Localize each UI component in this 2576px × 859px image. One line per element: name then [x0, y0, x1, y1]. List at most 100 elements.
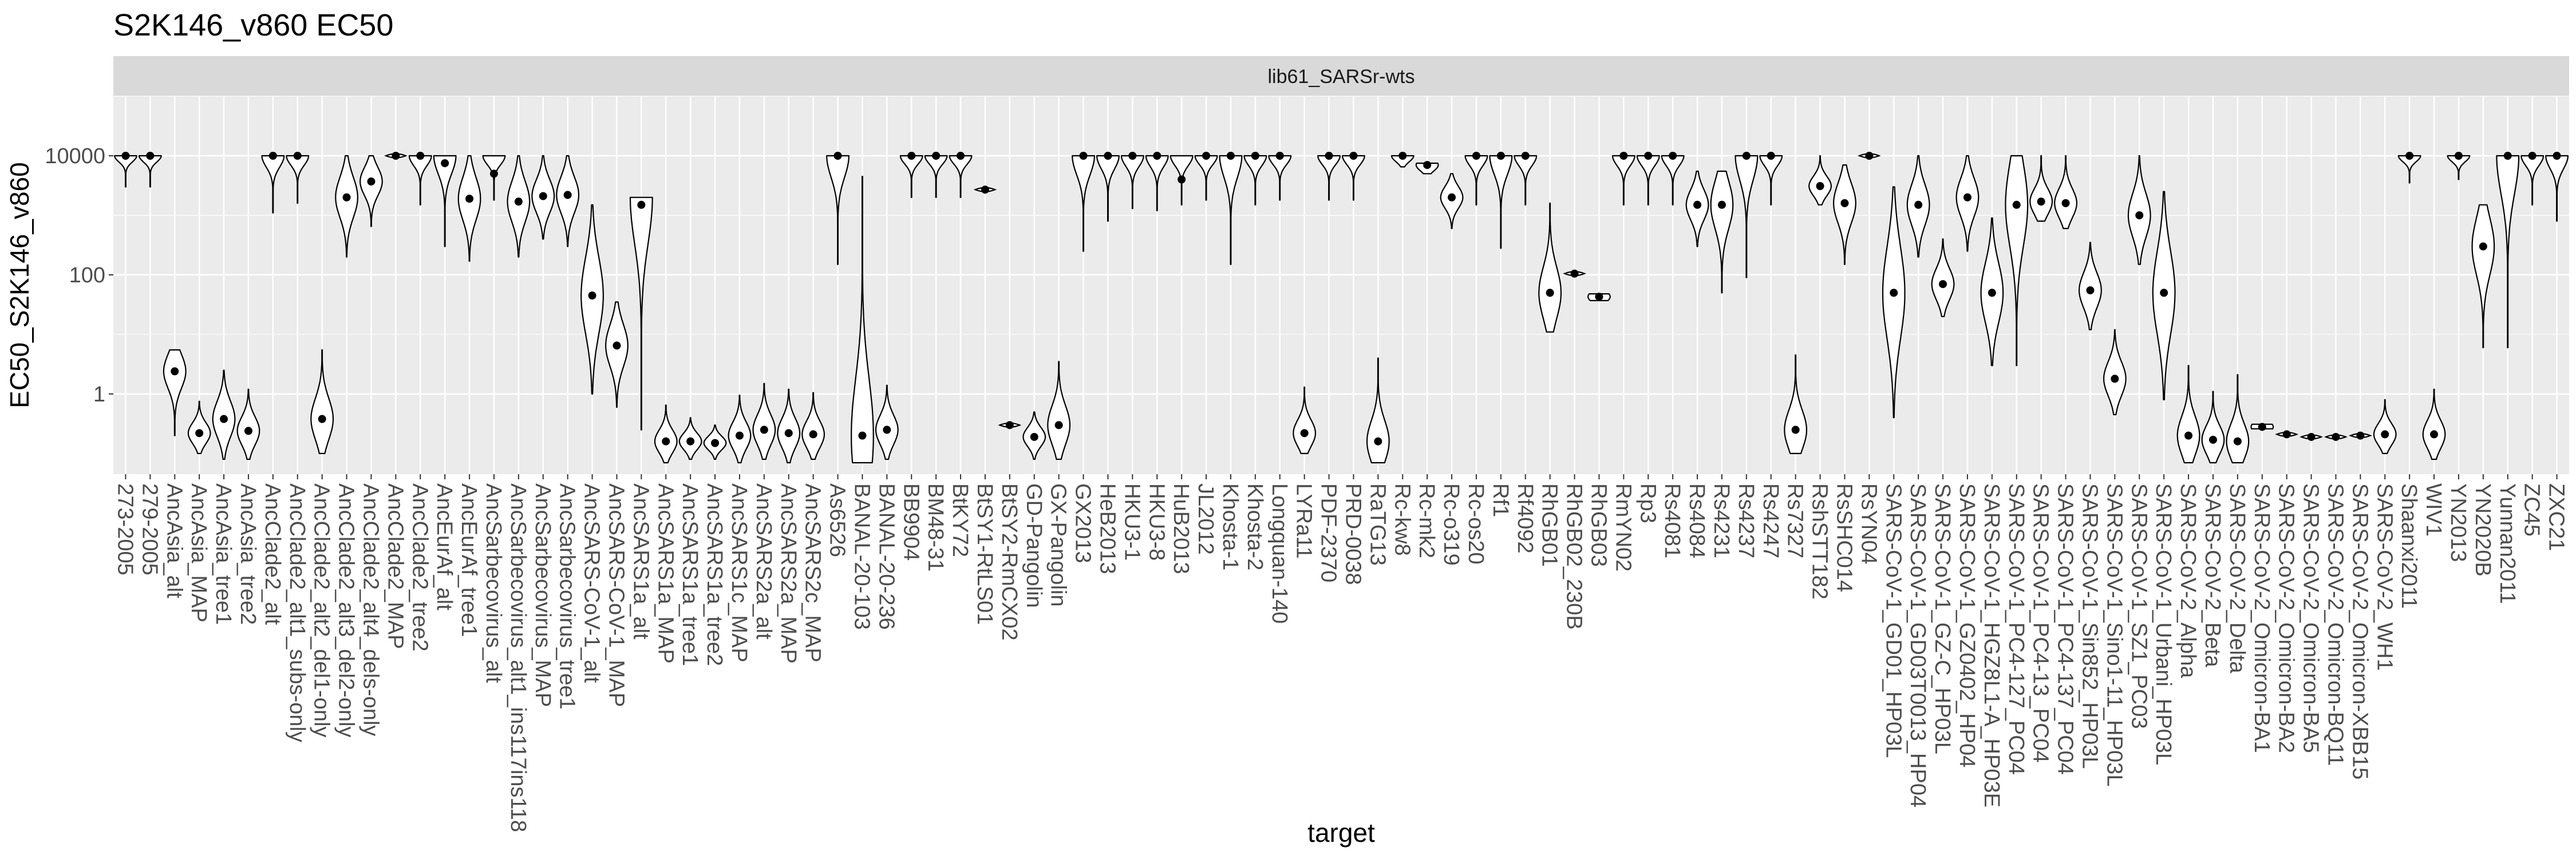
violin-body — [2079, 242, 2102, 330]
violin — [1882, 186, 1906, 419]
violin — [924, 151, 948, 198]
violin — [507, 155, 531, 258]
median-point — [489, 170, 498, 178]
median-point — [1374, 437, 1382, 446]
violin — [703, 424, 727, 460]
violin — [2324, 432, 2348, 441]
y-tick-label: 1 — [93, 383, 105, 407]
violin — [1906, 155, 1930, 258]
violin-body — [1268, 155, 1292, 201]
violin — [1514, 151, 1538, 206]
median-point — [711, 439, 720, 447]
violin-body — [1293, 387, 1316, 454]
median-point — [2528, 151, 2537, 160]
median-point — [318, 415, 326, 423]
violin-body — [801, 392, 825, 460]
median-point — [563, 191, 572, 199]
x-tick-label: 279-2005 — [137, 483, 161, 576]
x-tick-label: BtSY1-RtLS01 — [973, 483, 997, 625]
y-tick-label: 100 — [69, 263, 105, 287]
median-point — [2405, 151, 2414, 160]
violin-body — [777, 388, 801, 464]
median-point — [1717, 200, 1726, 209]
violin — [1636, 151, 1660, 206]
violins — [114, 151, 2569, 464]
violin-body — [2422, 388, 2446, 460]
x-tick-label: AncSarbecovirus_alt1_ins117ins118 — [506, 483, 530, 832]
violin-body — [212, 369, 236, 460]
x-tick-label: PDF-2370 — [1317, 483, 1341, 582]
violin-body — [1882, 186, 1906, 419]
violin-body — [408, 155, 432, 206]
plot-panel — [113, 96, 2569, 474]
violin — [1611, 151, 1635, 206]
median-point — [2307, 432, 2316, 441]
y-axis-title: EC50_S2K146_v860 — [5, 162, 34, 408]
facet-strip-label: lib61_SARSr-wts — [1268, 66, 1415, 88]
median-point — [1570, 269, 1579, 278]
violin-body — [1120, 155, 1144, 210]
median-point — [2233, 437, 2242, 446]
violin — [2471, 204, 2495, 349]
x-tick-label: SARS-CoV-1_Sin852_HP03L — [2077, 483, 2101, 769]
violin — [2201, 391, 2225, 464]
violin — [457, 155, 481, 262]
median-point — [1128, 151, 1137, 160]
violin-body — [1342, 155, 1365, 201]
violin-body — [556, 155, 580, 247]
violin-body — [114, 155, 137, 188]
violin-body — [2029, 155, 2053, 222]
median-point — [2012, 200, 2021, 209]
violin — [2152, 191, 2176, 401]
median-point — [195, 429, 204, 438]
violin-body — [457, 155, 481, 262]
x-tick-label: Rs4081 — [1660, 483, 1684, 558]
median-point — [2553, 151, 2561, 160]
x-tick-label: HKU3-1 — [1120, 483, 1144, 561]
violin — [1784, 354, 1807, 454]
violin — [433, 155, 457, 247]
violin-body — [1096, 155, 1120, 222]
x-tick-label: Rf4092 — [1513, 483, 1537, 554]
violin — [236, 388, 260, 460]
x-tick-label: SARS-CoV-1_GZ-C_HP03L — [1930, 483, 1954, 754]
violin-body — [1194, 155, 1218, 201]
violin — [1170, 155, 1194, 206]
median-point — [1054, 421, 1063, 430]
x-tick-label: Rs4247 — [1759, 483, 1783, 558]
x-tick-label: RshSTT182 — [1808, 483, 1832, 600]
median-point — [907, 151, 916, 160]
violin — [1440, 173, 1464, 230]
violin-body — [1931, 238, 1955, 317]
violin — [1587, 293, 1611, 301]
violin — [1072, 151, 1095, 252]
violin-body — [163, 349, 187, 436]
x-tick-label: SARS-CoV-1_Sino1-11_HP03L — [2102, 483, 2126, 787]
median-point — [1153, 151, 1161, 160]
median-point — [220, 415, 228, 423]
x-tick-label: Rf1 — [1488, 483, 1512, 517]
median-point — [784, 429, 793, 438]
median-point — [613, 341, 621, 350]
violin-body — [2373, 399, 2397, 454]
median-point — [932, 151, 941, 160]
x-tick-label: AncAsia_MAP — [187, 483, 211, 622]
violin — [1342, 151, 1365, 201]
violin-body — [1636, 155, 1660, 206]
x-tick-label: Rs4237 — [1734, 483, 1758, 558]
violin-body — [1489, 155, 1513, 249]
x-tick-label: AncAsia_alt — [162, 483, 186, 598]
median-point — [1202, 151, 1211, 160]
x-tick-label: SARS-CoV-1_GD01_HP03L — [1881, 483, 1905, 758]
median-point — [1595, 293, 1603, 301]
violin — [1735, 151, 1759, 278]
x-tick-label: AncSARS-CoV-1_MAP — [604, 483, 628, 707]
x-tick-label: RmYN02 — [1611, 483, 1635, 572]
violin — [1145, 151, 1169, 211]
violin — [801, 392, 825, 460]
violin — [1710, 170, 1734, 294]
median-point — [514, 198, 523, 206]
violin — [2103, 329, 2127, 416]
x-tick-label: GX2013 — [1071, 483, 1095, 563]
violin — [2300, 432, 2323, 441]
